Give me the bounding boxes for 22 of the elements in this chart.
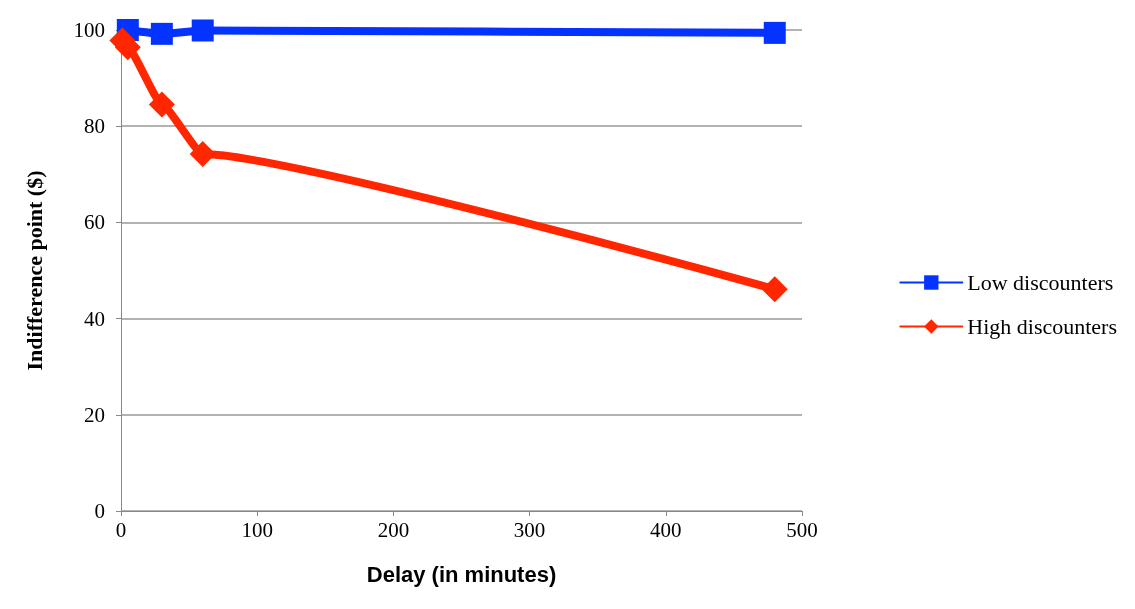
y-axis-title: Indifference point ($) [21, 170, 47, 371]
y-tick-label: 40 [84, 306, 105, 331]
x-tick-label: 0 [115, 517, 127, 542]
x-tick-label: 400 [650, 517, 682, 542]
x-tick-label: 300 [513, 517, 546, 542]
legend-label: High discounters [967, 314, 1117, 339]
y-tick-label: 80 [84, 114, 105, 139]
point [148, 91, 175, 118]
x-tick-label: 100 [241, 517, 273, 542]
x-axis-title: Delay (in minutes) [366, 561, 557, 587]
legend-label: Low discounters [967, 270, 1114, 295]
point [191, 19, 214, 42]
y-tick-label: 20 [84, 402, 105, 427]
x-tick-label: 200 [377, 517, 410, 542]
y-tick-label: 0 [94, 499, 105, 523]
point [761, 276, 788, 303]
point [763, 21, 786, 44]
point [150, 22, 173, 45]
x-tick-label: 500 [786, 517, 818, 542]
y-tick-label: 60 [84, 210, 105, 235]
point [189, 141, 216, 168]
y-tick-label: 100 [73, 18, 105, 42]
